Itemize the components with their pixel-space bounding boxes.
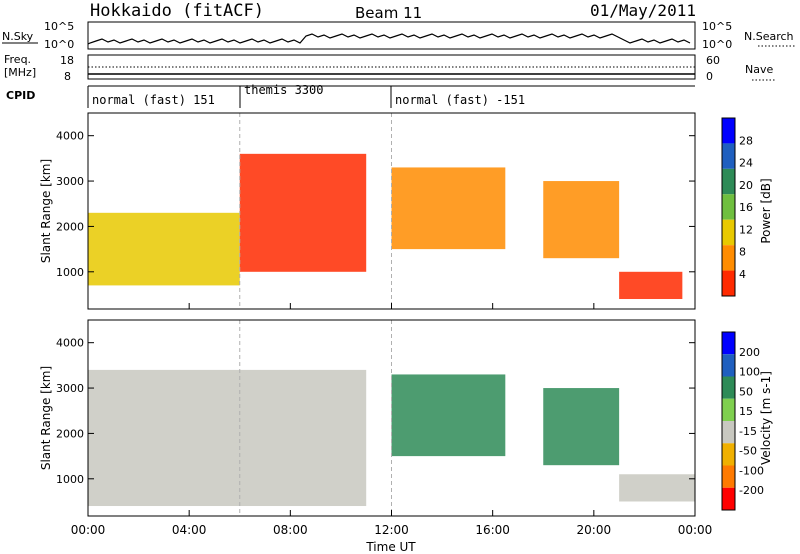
ytick-label-3: 4000	[56, 130, 84, 143]
cpid-mode-1: normal (fast) 151	[92, 93, 215, 107]
ytick-label-0: 1000	[56, 473, 84, 486]
colorbar-frame	[721, 331, 736, 511]
ytick-label-2: 3000	[56, 175, 84, 188]
colorbar-tick-5: 50	[739, 385, 753, 398]
cpid-label: CPID	[6, 89, 35, 102]
colorbar-swatch-4	[722, 421, 735, 444]
velocity-ylabel: Slant Range [km]	[39, 366, 53, 470]
ytick-label-1: 2000	[56, 220, 84, 233]
power-colorbar: 4 8 12 16 20 24 28	[721, 117, 753, 297]
colorbar-tick-1: 8	[739, 246, 746, 259]
freq-tick-bottom: 8	[64, 70, 71, 83]
colorbar-tick-4: 15	[739, 405, 753, 418]
nsky-tick-top: 10^5	[44, 20, 74, 33]
velocity-panel: 1000 2000 3000 4000 Slant Range [km]	[39, 319, 696, 517]
colorbar-swatch-1	[722, 143, 735, 169]
nsearch-tick-top: 10^5	[702, 20, 732, 33]
freq-label-1: Freq.	[4, 53, 31, 66]
colorbar-swatch-3	[722, 398, 735, 421]
power-colorbar-label: Power [dB]	[759, 178, 773, 243]
nsky-tick-bottom: 10^0	[44, 38, 74, 51]
power-echo-region-0	[88, 212, 240, 286]
xtick-label-0: 00:00	[71, 523, 106, 537]
colorbar-swatch-7	[722, 487, 735, 510]
power-echo-region-1	[239, 153, 367, 272]
power-echo-region-4	[619, 271, 683, 300]
freq-tick-top: 18	[60, 54, 74, 67]
xtick-label-6: 00:00	[678, 523, 713, 537]
velocity-echo-region-3	[619, 474, 695, 502]
xtick-label-2: 08:00	[273, 523, 308, 537]
colorbar-tick-5: 24	[739, 157, 753, 170]
colorbar-tick-3: -15	[739, 425, 757, 438]
power-yaxis: 1000 2000 3000 4000	[56, 130, 695, 279]
xtick-label-1: 04:00	[172, 523, 207, 537]
velocity-yaxis: 1000 2000 3000 4000	[56, 337, 695, 486]
ytick-label-2: 3000	[56, 382, 84, 395]
colorbar-swatch-4	[722, 219, 735, 246]
power-echo-region-2	[391, 167, 506, 250]
power-echo-region-3	[543, 181, 620, 259]
colorbar-tick-6: 28	[739, 134, 753, 147]
colorbar-swatch-1	[722, 354, 735, 377]
colorbar-swatch-2	[722, 168, 735, 195]
colorbar-tick-2: -50	[739, 445, 757, 458]
time-axis-label: Time UT	[365, 540, 416, 554]
colorbar-swatch-6	[722, 270, 735, 296]
cpid-mode-2: themis 3300	[244, 83, 323, 97]
nsky-label: N.Sky	[2, 30, 34, 43]
colorbar-tick-0: 4	[739, 268, 746, 281]
xtick-label-4: 16:00	[475, 523, 510, 537]
nave-tick-bottom: 0	[706, 70, 713, 83]
date-title: 01/May/2011	[590, 1, 696, 20]
nsky-panel	[87, 21, 696, 50]
velocity-echo-region-1	[391, 374, 506, 457]
freq-label-2: [MHz]	[4, 66, 36, 79]
colorbar-swatch-5	[722, 245, 735, 271]
time-axis: 00:00 04:00 08:00 12:00 16:00 20:00 00:00	[71, 303, 713, 537]
colorbar-swatch-6	[722, 465, 735, 488]
nave-label: Nave	[745, 63, 773, 76]
nsearch-label: N.Search	[744, 30, 794, 43]
velocity-echo-region-0	[88, 369, 367, 507]
power-ylabel: Slant Range [km]	[39, 159, 53, 263]
xtick-label-5: 20:00	[577, 523, 612, 537]
beam-title: Beam 11	[355, 4, 422, 22]
colorbar-swatch-0	[722, 118, 735, 144]
colorbar-swatch-0	[722, 332, 735, 355]
colorbar-frame	[721, 117, 736, 297]
nsky-trace	[87, 33, 691, 45]
velocity-echo-layer	[88, 320, 695, 516]
colorbar-tick-7: 200	[739, 346, 760, 359]
colorbar-tick-6: 100	[739, 366, 760, 379]
xtick-label-3: 12:00	[374, 523, 409, 537]
colorbar-swatch-2	[722, 376, 735, 399]
ytick-label-1: 2000	[56, 427, 84, 440]
colorbar-swatch-5	[722, 443, 735, 466]
ytick-label-3: 4000	[56, 337, 84, 350]
colorbar-tick-1: -100	[739, 464, 764, 477]
nsearch-tick-bottom: 10^0	[702, 38, 732, 51]
power-panel: 1000 2000 3000 4000 Slant Range [km]	[39, 112, 696, 310]
velocity-colorbar: -200 -100 -50 -15 15 50 100 200	[721, 331, 764, 511]
nave-tick-top: 60	[706, 54, 720, 67]
cpid-mode-3: normal (fast) -151	[395, 93, 525, 107]
velocity-echo-region-2	[543, 388, 620, 466]
velocity-colorbar-label: Velocity [m s-1]	[759, 371, 773, 465]
colorbar-tick-2: 12	[739, 223, 753, 236]
colorbar-tick-0: -200	[739, 484, 764, 497]
ytick-label-0: 1000	[56, 266, 84, 279]
colorbar-tick-3: 16	[739, 201, 753, 214]
colorbar-swatch-3	[722, 194, 735, 220]
station-title: Hokkaido (fitACF)	[90, 1, 264, 21]
power-echo-layer	[88, 113, 683, 309]
colorbar-tick-4: 20	[739, 179, 753, 192]
